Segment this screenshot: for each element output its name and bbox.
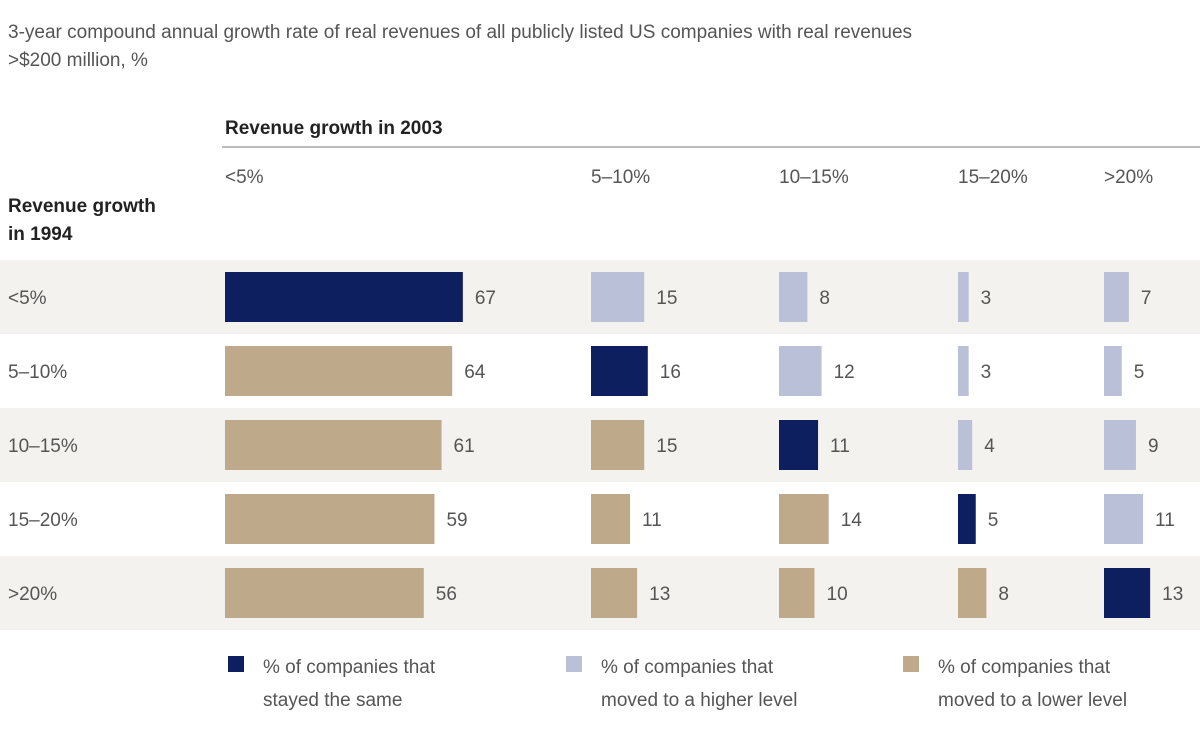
bar — [591, 494, 631, 544]
legend-label: % of companies that — [938, 657, 1111, 678]
legend-swatch — [228, 656, 244, 672]
data-label: 7 — [1141, 288, 1152, 309]
data-label: 10 — [827, 584, 848, 605]
legend-swatch — [566, 656, 582, 672]
row-label: 15–20% — [8, 510, 78, 531]
bar — [225, 568, 424, 618]
data-label: 9 — [1148, 436, 1159, 457]
legend-label: moved to a higher level — [601, 690, 797, 711]
legend-label: moved to a lower level — [938, 690, 1127, 711]
bar — [779, 272, 808, 322]
column-label: 10–15% — [779, 167, 849, 188]
legend-label: % of companies that — [601, 657, 774, 678]
row-label: >20% — [8, 584, 57, 605]
bar — [779, 420, 819, 470]
data-label: 4 — [984, 436, 995, 457]
chart-title: 3-year compound annual growth rate of re… — [8, 22, 912, 43]
bar — [591, 420, 645, 470]
bar — [1104, 568, 1151, 618]
legend-swatch — [903, 656, 919, 672]
bar — [591, 568, 638, 618]
data-label: 56 — [436, 584, 457, 605]
data-label: 14 — [841, 510, 863, 531]
column-label: >20% — [1104, 167, 1153, 188]
bar — [958, 494, 976, 544]
data-label: 15 — [656, 436, 677, 457]
bar — [591, 272, 645, 322]
bar — [1104, 494, 1144, 544]
bar — [225, 346, 453, 396]
data-label: 3 — [981, 288, 992, 309]
bar — [1104, 420, 1136, 470]
data-label: 8 — [819, 288, 830, 309]
bar — [958, 346, 969, 396]
bar — [779, 494, 829, 544]
data-label: 64 — [464, 362, 486, 383]
legend-label: stayed the same — [263, 690, 402, 711]
row-label: 10–15% — [8, 436, 78, 457]
bar — [591, 346, 648, 396]
column-label: <5% — [225, 167, 264, 188]
row-label: <5% — [8, 288, 47, 309]
bar — [225, 420, 442, 470]
data-label: 13 — [1162, 584, 1183, 605]
bar — [779, 346, 822, 396]
data-label: 5 — [988, 510, 999, 531]
bar — [225, 494, 435, 544]
data-label: 5 — [1134, 362, 1145, 383]
data-label: 61 — [454, 436, 475, 457]
row-header-line1: Revenue growth — [8, 196, 156, 217]
data-label: 13 — [649, 584, 670, 605]
column-header: Revenue growth in 2003 — [225, 118, 443, 139]
bar — [958, 420, 973, 470]
bar — [958, 568, 987, 618]
data-label: 15 — [656, 288, 677, 309]
row-label: 5–10% — [8, 362, 67, 383]
data-label: 11 — [830, 436, 850, 457]
data-label: 12 — [834, 362, 855, 383]
bar — [1104, 272, 1129, 322]
bar — [225, 272, 463, 322]
column-label: 5–10% — [591, 167, 650, 188]
bar — [1104, 346, 1122, 396]
bar — [958, 272, 969, 322]
column-label: 15–20% — [958, 167, 1028, 188]
data-label: 11 — [1155, 510, 1175, 531]
legend-label: % of companies that — [263, 657, 436, 678]
chart-title-line2: >$200 million, % — [8, 50, 148, 71]
data-label: 11 — [642, 510, 662, 531]
bar — [779, 568, 815, 618]
data-label: 16 — [660, 362, 681, 383]
data-label: 8 — [998, 584, 1009, 605]
data-label: 3 — [981, 362, 992, 383]
data-label: 67 — [475, 288, 496, 309]
data-label: 59 — [446, 510, 467, 531]
row-header-line2: in 1994 — [8, 224, 73, 245]
